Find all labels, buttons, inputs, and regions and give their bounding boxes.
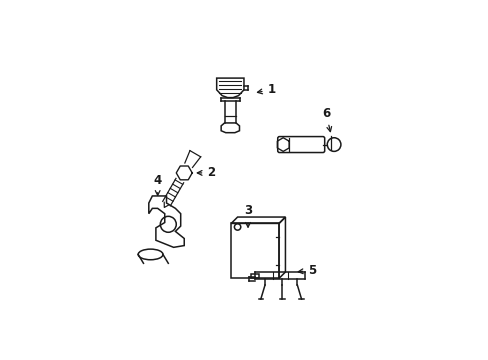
Bar xyxy=(231,224,279,278)
Text: 3: 3 xyxy=(244,204,252,227)
Text: 2: 2 xyxy=(197,166,215,179)
Bar xyxy=(251,274,259,278)
Text: 6: 6 xyxy=(321,107,331,132)
Text: 5: 5 xyxy=(298,264,316,277)
Text: 1: 1 xyxy=(257,83,275,96)
Text: 4: 4 xyxy=(153,174,162,195)
